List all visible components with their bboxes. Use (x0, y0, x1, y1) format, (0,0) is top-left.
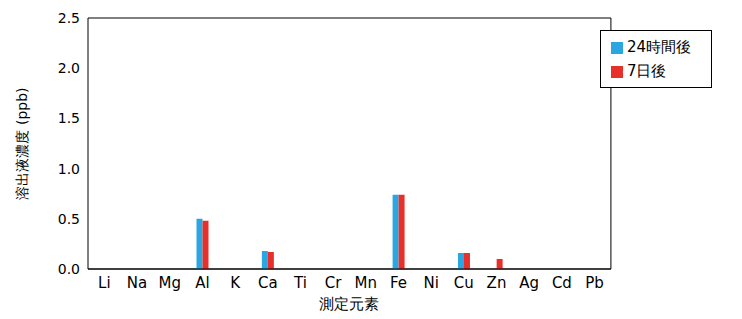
svg-text:2.0: 2.0 (58, 60, 80, 76)
svg-text:測定元素: 測定元素 (319, 295, 379, 311)
svg-text:Fe: Fe (390, 274, 407, 292)
svg-text:Mn: Mn (355, 274, 377, 292)
html-text:7日後: 7日後 (626, 62, 667, 80)
svg-text:2.5: 2.5 (58, 10, 80, 26)
html-text:24時間後: 24時間後 (626, 38, 691, 56)
svg-text:0.5: 0.5 (58, 211, 80, 227)
svg-text:1.0: 1.0 (58, 161, 80, 177)
svg-text:Ca: Ca (258, 274, 278, 292)
svg-text:Ni: Ni (423, 274, 438, 292)
svg-text:Al: Al (195, 274, 209, 292)
svg-text:Li: Li (98, 274, 111, 292)
svg-text:溶出液濃度 (ppb): 溶出液濃度 (ppb) (14, 87, 30, 199)
svg-text:Ag: Ag (519, 274, 539, 292)
svg-text:Mg: Mg (158, 274, 180, 292)
svg-text:0.0: 0.0 (58, 261, 80, 277)
svg-text:K: K (230, 274, 241, 292)
svg-text:Cd: Cd (552, 274, 572, 292)
svg-text:Ti: Ti (293, 274, 307, 292)
svg-text:Pb: Pb (585, 274, 604, 292)
svg-text:Na: Na (127, 274, 147, 292)
svg-text:Cr: Cr (325, 274, 342, 292)
svg-text:Zn: Zn (487, 274, 507, 292)
svg-text:Cu: Cu (454, 274, 474, 292)
svg-text:1.5: 1.5 (58, 110, 80, 126)
